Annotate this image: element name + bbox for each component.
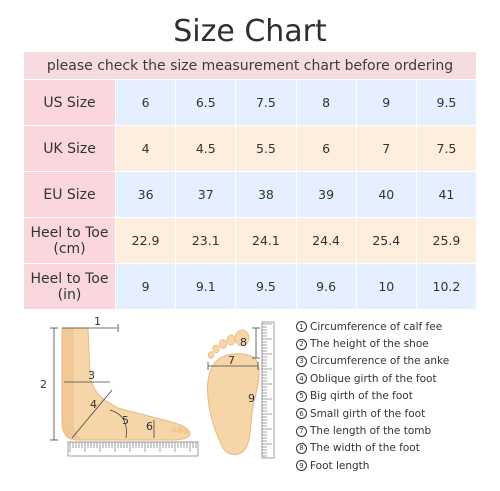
row-header: EU Size (24, 172, 116, 217)
legend-number: 9 (296, 460, 307, 472)
legend-number: 1 (296, 321, 307, 333)
legend-text: The height of the shoe (310, 338, 429, 351)
table-cell: 9.5 (236, 264, 297, 309)
table-cell: 7 (356, 126, 417, 171)
legend-number: 2 (296, 338, 307, 350)
legend-number: 4 (296, 373, 307, 385)
legend-item: 2 The height of the shoe (296, 335, 449, 352)
legend-number: 5 (296, 390, 307, 402)
row-header: Heel to Toe (cm) (24, 218, 116, 263)
sole-shape (207, 353, 260, 455)
legend-text: Oblique girth of the foot (310, 372, 437, 385)
legend-item: 9 Foot length (296, 457, 449, 474)
table-cell: 41 (416, 172, 477, 217)
sole-label-9: 9 (248, 392, 255, 405)
legend-item: 4 Oblique girth of the foot (296, 370, 449, 387)
table-cell: 40 (356, 172, 417, 217)
legend-number: 3 (296, 355, 307, 367)
side-label-3: 3 (88, 369, 95, 382)
table-cell: 24.1 (236, 218, 297, 263)
table-cell: 6.5 (176, 80, 237, 125)
side-label-6: 6 (146, 420, 153, 433)
table-cell: 5.5 (236, 126, 297, 171)
legend-text: The width of the foot (310, 442, 420, 455)
side-label-5: 5 (122, 414, 129, 427)
table-row: EU Size 36 37 38 39 40 41 (24, 172, 477, 217)
table-row: Heel to Toe (cm) 22.9 23.1 24.1 24.4 25.4 25.9 (24, 218, 477, 263)
table-cell: 6 (116, 80, 177, 125)
table-row: Heel to Toe (in) 9 9.1 9.5 9.6 10 10.2 (24, 264, 477, 309)
side-label-4: 4 (90, 398, 97, 411)
sole-foot-diagram: 7 8 9 (207, 321, 275, 459)
side-label-2: 2 (40, 378, 47, 391)
table-cell: 9.5 (416, 80, 477, 125)
table-cell: 23.1 (176, 218, 237, 263)
table-cell: 36 (116, 172, 177, 217)
table-cell: 39 (296, 172, 357, 217)
table-cell: 38 (236, 172, 297, 217)
table-row: US Size 6 6.5 7.5 8 9 9.5 (24, 80, 477, 125)
legend-text: Circumference of calf fee (310, 320, 443, 333)
row-header-line: Heel to Toe (30, 224, 109, 241)
legend-number: 7 (296, 425, 307, 437)
measurement-legend: 1 Circumference of calf fee 2 The height of… (296, 318, 449, 475)
row-header: US Size (24, 80, 116, 125)
table-row: UK Size 4 4.5 5.5 6 7 7.5 (24, 126, 477, 171)
table-cell: 25.4 (356, 218, 417, 263)
table-cell: 22.9 (116, 218, 177, 263)
legend-item: 1 Circumference of calf fee (296, 318, 449, 335)
table-cell: 9 (356, 80, 417, 125)
legend-text: Circumference of the anke (310, 355, 450, 368)
table-cell: 4 (116, 126, 177, 171)
row-header-line: Heel to Toe (30, 270, 109, 287)
table-cell: 7.5 (236, 80, 297, 125)
table-cell: 4.5 (176, 126, 237, 171)
legend-text: Small girth of the foot (310, 407, 426, 420)
legend-text: Big qirth of the foot (310, 390, 413, 403)
legend-item: 8 The width of the foot (296, 440, 449, 457)
legend-text: The length of the tomb (310, 425, 432, 438)
table-cell: 24.4 (296, 218, 357, 263)
table-cell: 37 (176, 172, 237, 217)
sole-label-7: 7 (228, 354, 235, 367)
row-header: UK Size (24, 126, 116, 171)
table-cell: 25.9 (416, 218, 477, 263)
table-cell: 10 (356, 264, 417, 309)
legend-item: 5 Big qirth of the foot (296, 388, 449, 405)
row-header-line: (cm) (53, 240, 86, 257)
sole-label-8: 8 (240, 336, 247, 349)
legend-item: 3 Circumference of the anke (296, 353, 449, 370)
side-foot-diagram: 1 2 3 4 5 6 (40, 315, 199, 457)
legend-number: 6 (296, 408, 307, 420)
table-cell: 9.1 (176, 264, 237, 309)
table-cell: 8 (296, 80, 357, 125)
table-cell: 9 (116, 264, 177, 309)
legend-number: 8 (296, 442, 307, 454)
page-title: Size Chart (173, 14, 327, 49)
table-cell: 10.2 (416, 264, 477, 309)
table-cell: 9.6 (296, 264, 357, 309)
legend-item: 7 The length of the tomb (296, 422, 449, 439)
legend-item: 6 Small girth of the foot (296, 405, 449, 422)
table-cell: 7.5 (416, 126, 477, 171)
subtitle-banner: please check the size measurement chart … (24, 52, 476, 79)
row-header: Heel to Toe (in) (24, 264, 116, 309)
side-label-1: 1 (94, 315, 101, 328)
table-cell: 6 (296, 126, 357, 171)
legend-text: Foot length (310, 459, 370, 472)
row-header-line: (in) (57, 286, 82, 303)
